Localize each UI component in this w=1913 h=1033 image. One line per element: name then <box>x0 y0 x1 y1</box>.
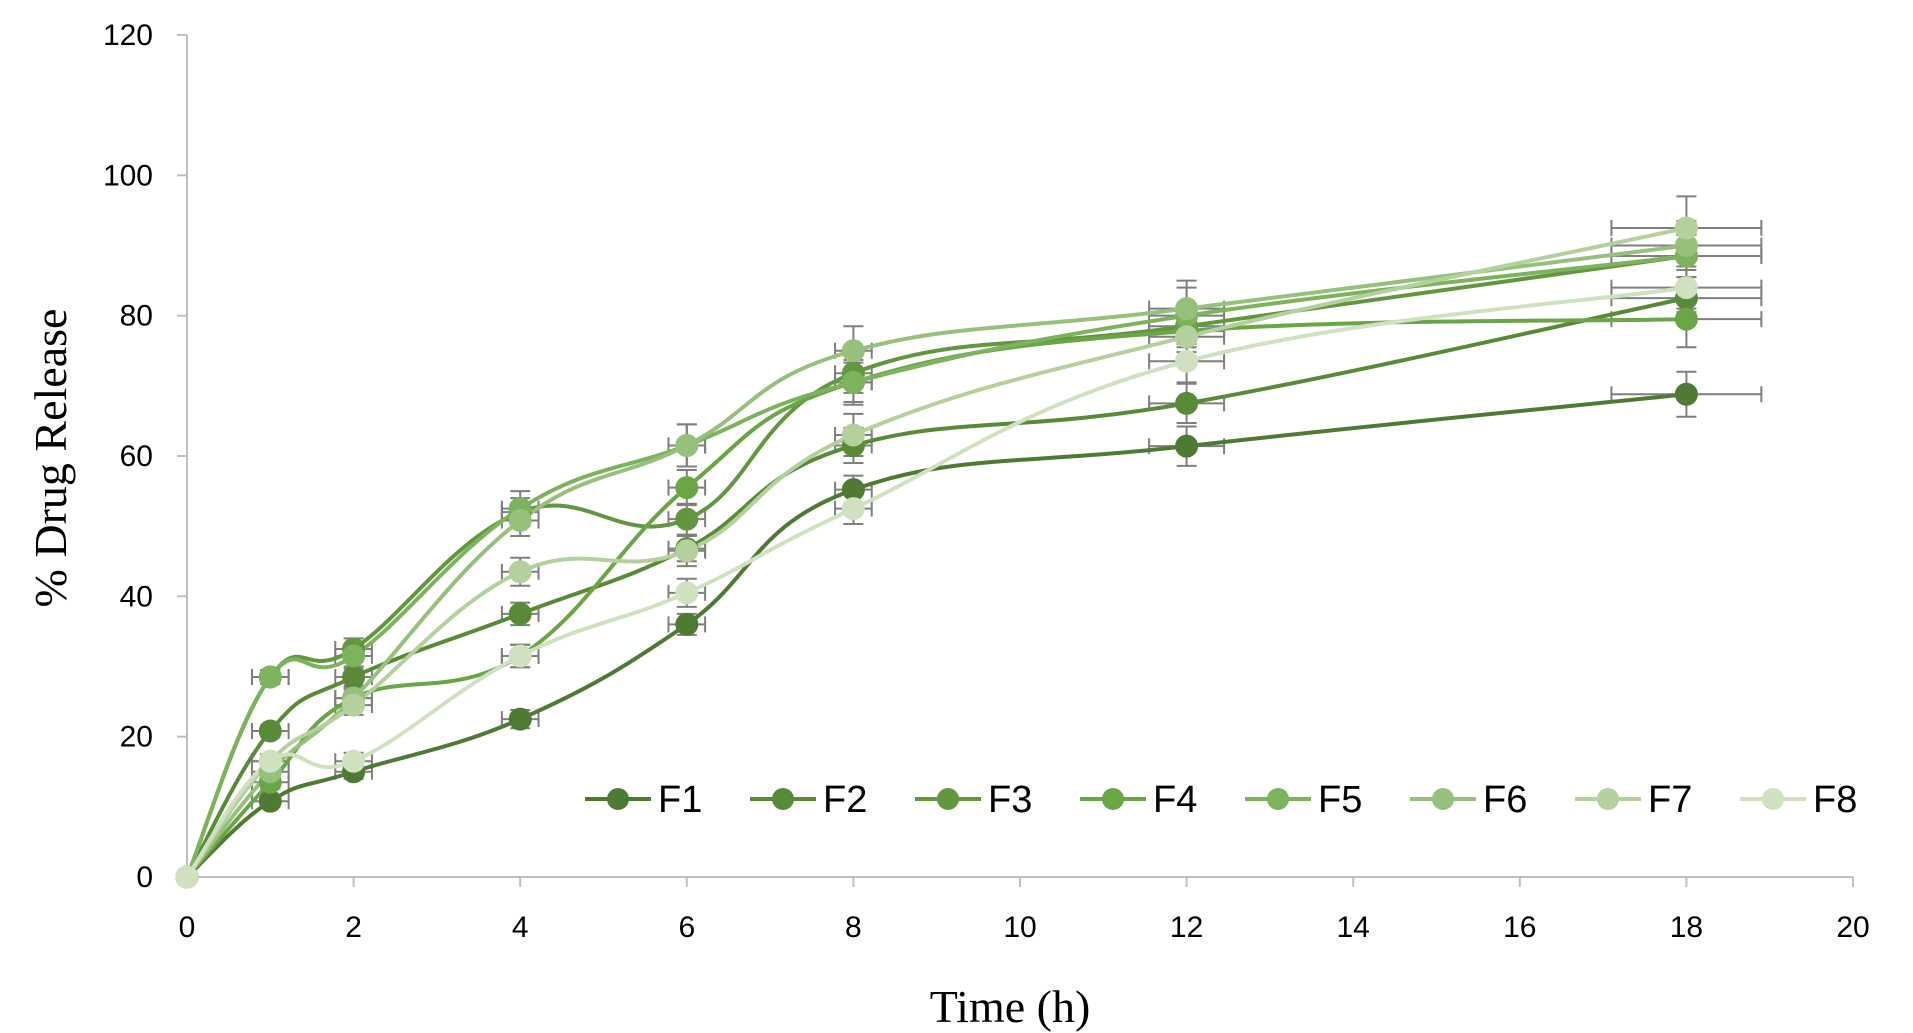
legend-item-f3: F3 <box>915 779 1032 821</box>
legend-label: F6 <box>1483 779 1527 821</box>
x-tick-label: 10 <box>1003 911 1036 944</box>
legend-marker <box>607 788 629 810</box>
legend-label: F2 <box>823 779 867 821</box>
data-point-f3 <box>675 507 699 531</box>
data-point-f8 <box>841 497 865 521</box>
legend-label: F1 <box>658 779 702 821</box>
x-tick-label: 4 <box>512 911 529 944</box>
y-tick-label: 60 <box>120 440 153 473</box>
series-line-f5 <box>185 254 1687 878</box>
legend-marker <box>1597 788 1619 810</box>
data-point-f8 <box>1674 276 1698 300</box>
data-point-f5 <box>342 644 366 668</box>
y-tick-label: 0 <box>136 861 153 894</box>
y-tick-label: 80 <box>120 300 153 333</box>
x-tick-label: 6 <box>678 911 695 944</box>
series-line-f6 <box>185 243 1687 879</box>
data-point-f4 <box>675 476 699 500</box>
legend-item-f2: F2 <box>750 779 867 821</box>
legend-marker <box>937 788 959 810</box>
axes: 0 20 40 60 80 100 120 0 2 4 6 8 10 12 14 16 18 20 <box>103 19 1870 944</box>
data-point-f6 <box>841 339 865 363</box>
error-bars <box>250 195 1763 810</box>
data-point-f1 <box>508 707 532 731</box>
x-tick-label: 12 <box>1170 911 1203 944</box>
data-point-f2 <box>258 719 282 743</box>
data-point-f8 <box>1175 349 1199 373</box>
legend-label: F3 <box>988 779 1032 821</box>
x-tick-label: 0 <box>179 911 196 944</box>
data-point-f8 <box>675 581 699 605</box>
series-lines <box>185 226 1687 879</box>
data-point-f6 <box>508 509 532 533</box>
data-point-f7 <box>342 693 366 717</box>
legend-marker <box>1762 788 1784 810</box>
data-point-f7 <box>675 539 699 563</box>
data-point-f8 <box>258 749 282 773</box>
series-line-f2 <box>185 296 1687 878</box>
data-point-f1 <box>1175 434 1199 458</box>
legend-label: F7 <box>1648 779 1692 821</box>
data-point-f2 <box>508 602 532 626</box>
x-tick-label: 18 <box>1670 911 1703 944</box>
y-tick-label: 100 <box>103 159 153 192</box>
legend-marker <box>772 788 794 810</box>
data-point-f6 <box>1175 297 1199 321</box>
x-axis-title: Time (h) <box>930 981 1091 1032</box>
series-line-f7 <box>185 226 1687 879</box>
x-tick-label: 20 <box>1836 911 1869 944</box>
data-point-f8 <box>342 749 366 773</box>
data-point-f7 <box>508 560 532 584</box>
legend-item-f6: F6 <box>1410 779 1527 821</box>
legend-marker <box>1267 788 1289 810</box>
y-tick-label: 40 <box>120 580 153 613</box>
legend-item-f5: F5 <box>1245 779 1362 821</box>
legend-label: F5 <box>1318 779 1362 821</box>
data-point-f7 <box>841 423 865 447</box>
x-tick-label: 14 <box>1337 911 1370 944</box>
x-tick-label: 2 <box>345 911 362 944</box>
legend-label: F4 <box>1153 779 1197 821</box>
data-point-f6 <box>675 433 699 457</box>
series-points <box>175 216 1698 889</box>
legend-label: F8 <box>1813 779 1857 821</box>
legend-marker <box>1102 788 1124 810</box>
y-axis-title: % Drug Release <box>25 309 76 608</box>
data-point-f5 <box>841 370 865 394</box>
y-tick-label: 20 <box>120 721 153 754</box>
data-point-f7 <box>1674 216 1698 240</box>
legend-item-f1: F1 <box>585 779 702 821</box>
data-point-f7 <box>1175 325 1199 349</box>
data-point-f2 <box>1175 391 1199 415</box>
x-tick-label: 16 <box>1503 911 1536 944</box>
data-point-f2 <box>342 665 366 689</box>
data-point-f1 <box>1674 382 1698 406</box>
series-line-f8 <box>185 285 1687 879</box>
data-point-f4 <box>1674 307 1698 331</box>
legend-item-f8: F8 <box>1740 779 1857 821</box>
data-point-f8 <box>508 644 532 668</box>
series-line-f1 <box>185 392 1687 879</box>
legend-marker <box>1432 788 1454 810</box>
y-tick-label: 120 <box>103 19 153 52</box>
data-point-f1 <box>675 612 699 636</box>
legend: F1 F2 F3 F4 F5 F6 F7 F8 <box>585 779 1857 821</box>
data-point-f8 <box>175 865 199 889</box>
data-point-f5 <box>258 665 282 689</box>
legend-item-f7: F7 <box>1575 779 1692 821</box>
legend-item-f4: F4 <box>1080 779 1197 821</box>
x-tick-label: 8 <box>845 911 862 944</box>
